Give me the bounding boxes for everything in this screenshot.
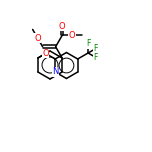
Text: F: F [94, 53, 98, 62]
Text: O: O [34, 34, 41, 43]
Text: N: N [52, 67, 58, 76]
Text: O: O [42, 49, 49, 58]
Text: F: F [86, 40, 90, 48]
Text: O: O [69, 31, 75, 40]
Text: F: F [94, 44, 98, 53]
Text: O: O [59, 22, 66, 31]
